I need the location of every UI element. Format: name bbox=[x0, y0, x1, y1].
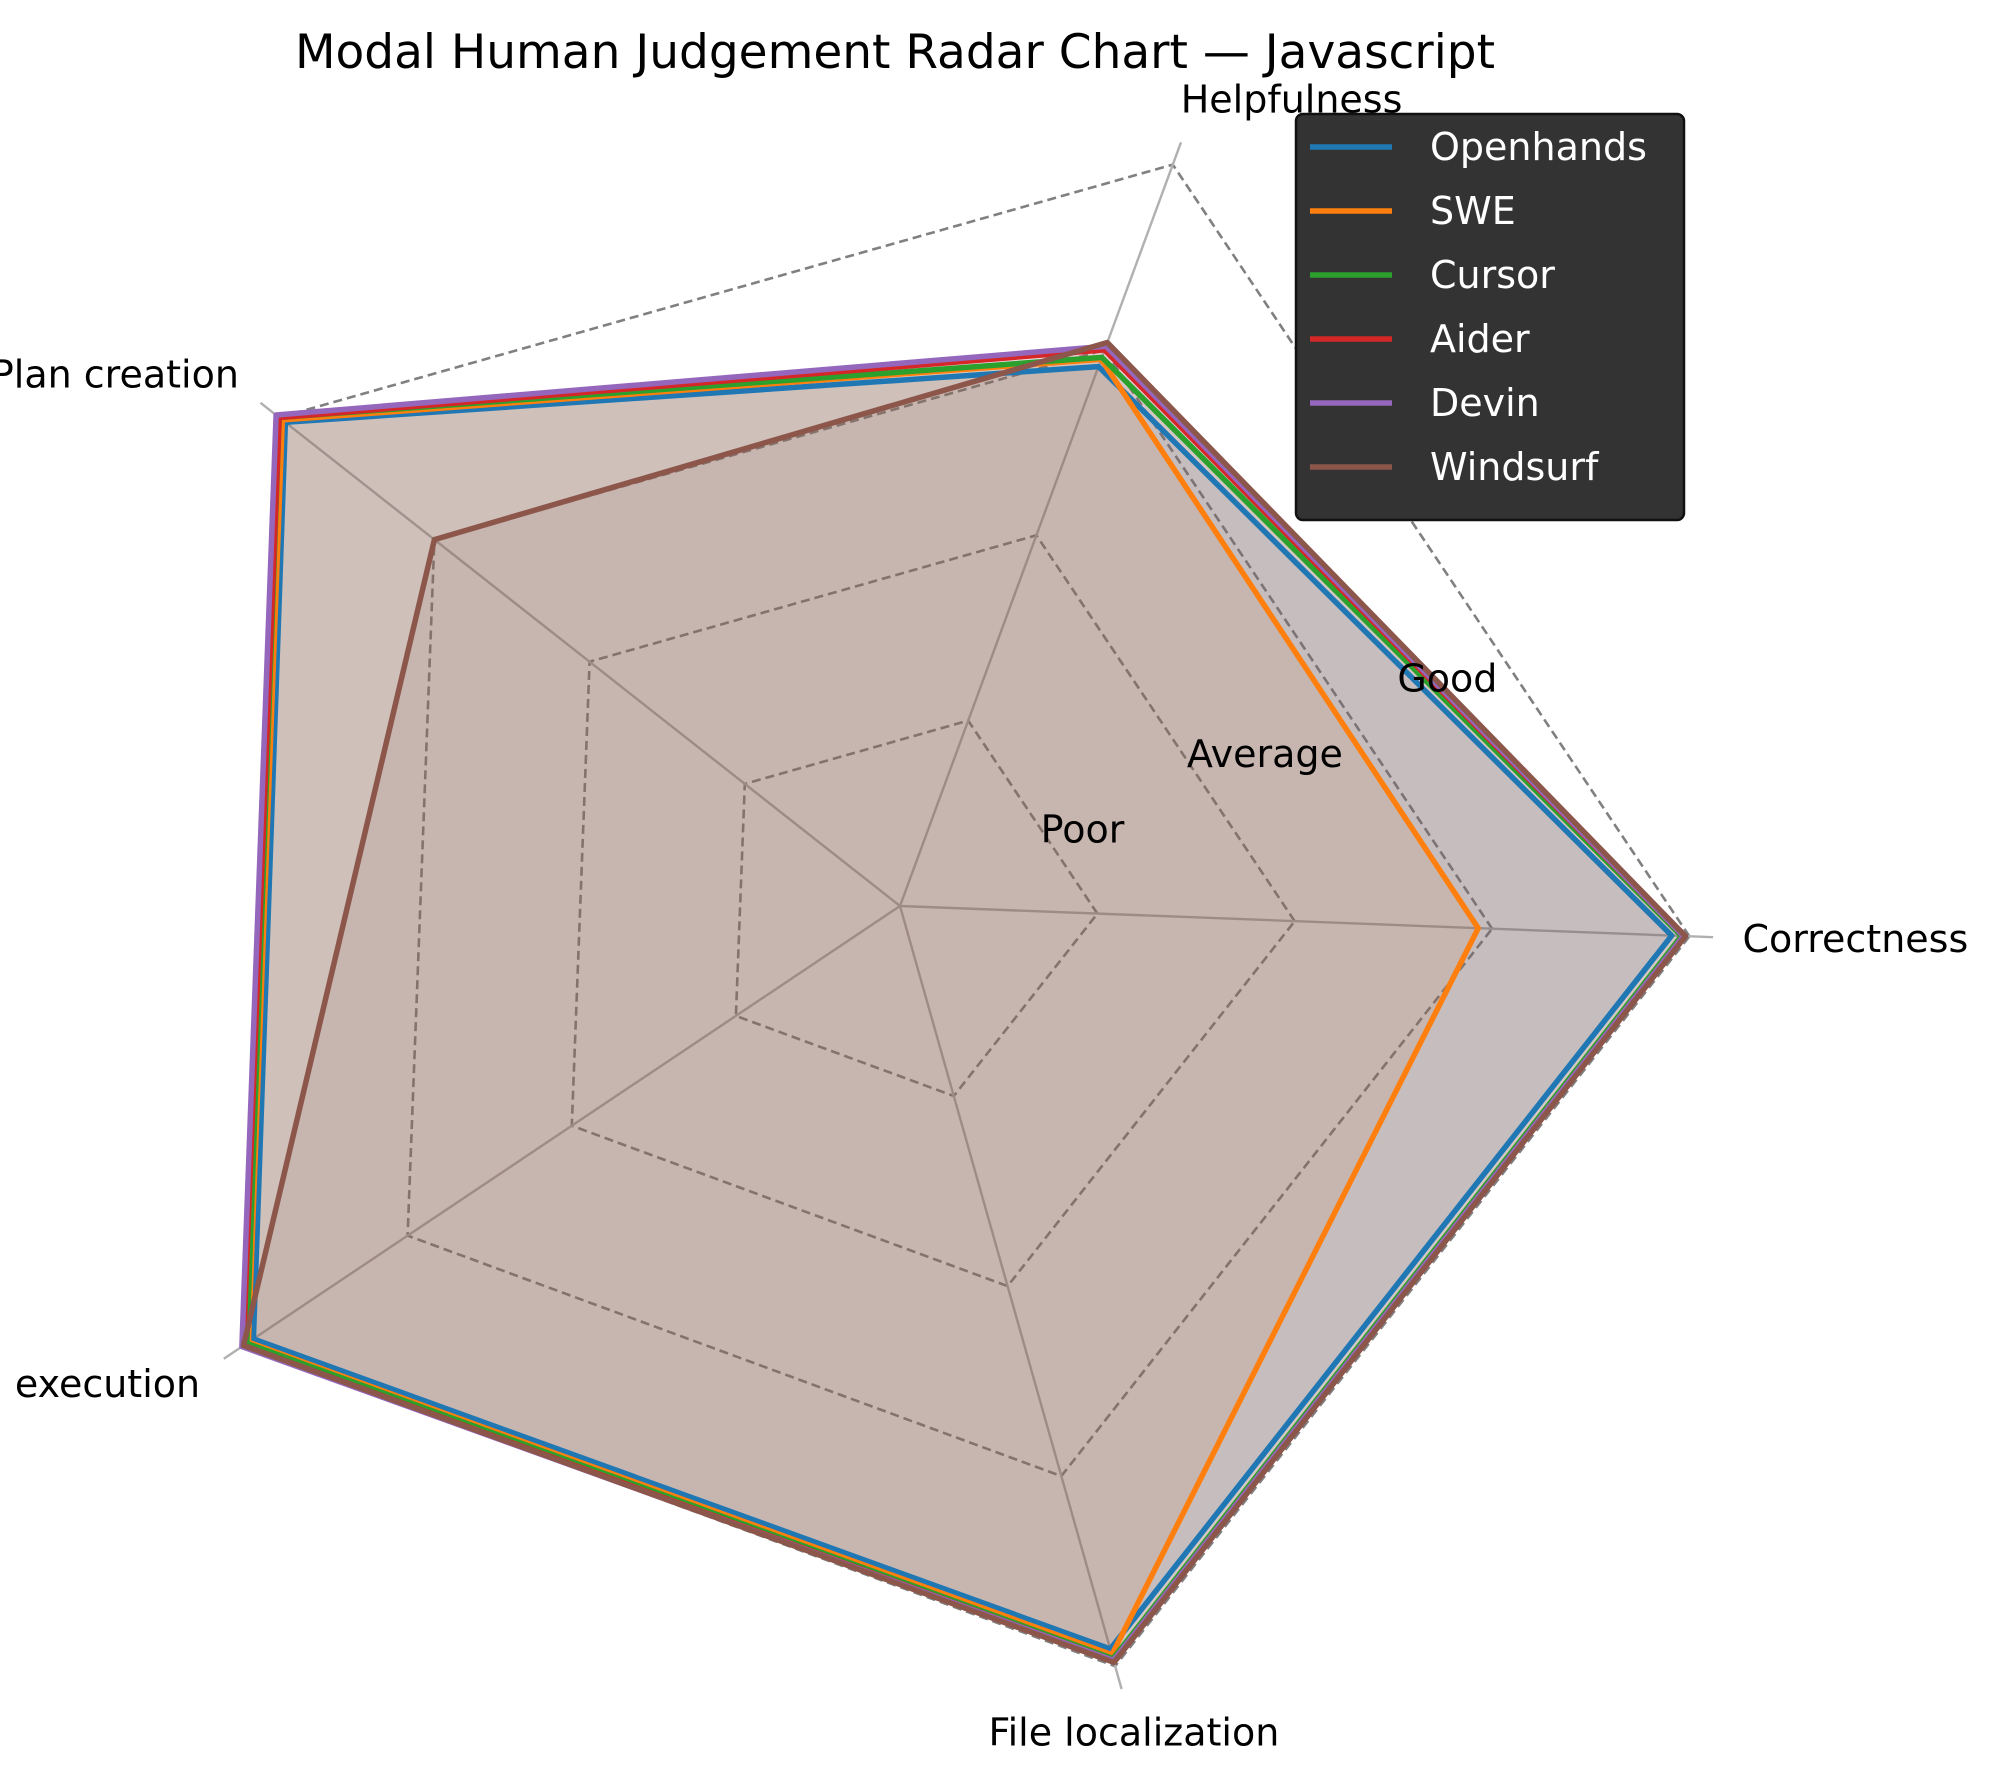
series-area bbox=[243, 349, 1684, 1661]
legend-label: Cursor bbox=[1430, 253, 1555, 297]
grid-ring bbox=[242, 163, 1692, 1668]
legend-label: Windsurf bbox=[1430, 445, 1600, 489]
series-area bbox=[243, 342, 1686, 1663]
grid-ring bbox=[406, 348, 1494, 1478]
axis-spoke bbox=[223, 905, 901, 1360]
level-label: Good bbox=[1397, 656, 1497, 700]
axis-label: File localization bbox=[989, 1711, 1280, 1755]
level-label: Average bbox=[1187, 732, 1343, 776]
legend-box bbox=[1294, 112, 1686, 522]
legend[interactable]: Openhands SWE Cursor Aider Devin Windsurf bbox=[1294, 112, 1686, 522]
axis-spoke bbox=[259, 401, 901, 907]
series-line bbox=[240, 339, 1689, 1666]
series-area bbox=[248, 359, 1479, 1655]
axis-label: Plan execution bbox=[0, 1362, 200, 1406]
level-label: Poor bbox=[1041, 807, 1125, 851]
grid-ring bbox=[570, 533, 1297, 1288]
legend-label: Devin bbox=[1430, 381, 1540, 425]
legend-label: SWE bbox=[1430, 189, 1516, 233]
series-area bbox=[241, 346, 1684, 1661]
axis-spoke bbox=[899, 904, 1714, 939]
level-labels: Poor Average Good bbox=[1041, 656, 1498, 851]
legend-label: Openhands bbox=[1430, 125, 1647, 169]
chart-title: Modal Human Judgement Radar Chart — Java… bbox=[295, 25, 1495, 80]
radar-series bbox=[239, 339, 1689, 1666]
axis-spoke bbox=[898, 141, 1183, 907]
axis-spoke bbox=[898, 905, 1123, 1690]
legend-label: Aider bbox=[1430, 317, 1530, 361]
grid-ring bbox=[734, 719, 1100, 1098]
radar-grid bbox=[223, 141, 1714, 1690]
axis-label: Plan creation bbox=[0, 353, 239, 397]
series-line bbox=[250, 363, 1675, 1652]
series-area bbox=[246, 357, 1682, 1659]
axis-label: Correctness bbox=[1743, 917, 1969, 961]
